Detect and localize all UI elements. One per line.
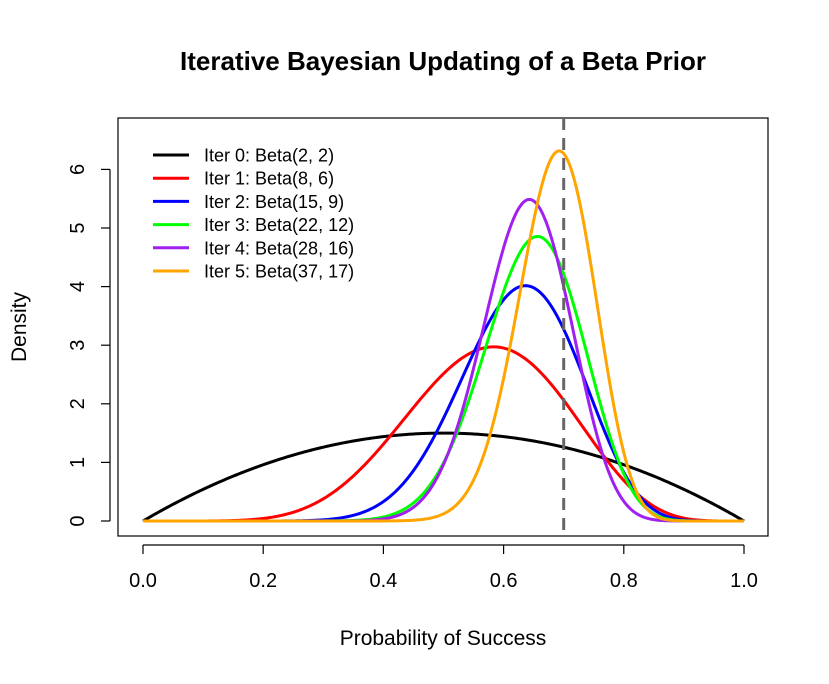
legend-label: Iter 1: Beta(8, 6) [204,169,334,189]
y-tick-label: 3 [67,340,89,351]
legend-label: Iter 5: Beta(37, 17) [204,262,354,282]
legend-label: Iter 2: Beta(15, 9) [204,192,344,212]
legend-label: Iter 3: Beta(22, 12) [204,215,354,235]
x-tick-label: 0.2 [249,570,277,592]
y-tick-label: 1 [67,457,89,468]
x-tick-label: 0.0 [129,570,157,592]
legend-label: Iter 0: Beta(2, 2) [204,146,334,166]
y-tick-label: 4 [67,281,89,292]
series-line-5 [143,149,744,523]
y-tick-label: 6 [67,164,89,175]
y-tick-label: 5 [67,222,89,233]
legend-label: Iter 4: Beta(28, 16) [204,238,354,258]
y-tick-label: 0 [67,515,89,526]
x-tick-label: 0.6 [490,570,518,592]
plot-frame [117,117,769,537]
chart-title: Iterative Bayesian Updating of a Beta Pr… [180,46,706,76]
series-line-2 [143,284,744,523]
legend: Iter 0: Beta(2, 2) Iter 1: Beta(8, 6) Iter… [153,146,354,282]
y-tick-label: 2 [67,398,89,409]
y-axis: 0 1 2 3 4 5 6 [67,164,111,527]
x-tick-label: 0.8 [610,570,638,592]
series-line-0 [142,431,745,523]
series-lines [142,149,745,523]
x-tick-label: 0.4 [369,570,397,592]
y-axis-label: Density [8,291,31,362]
x-axis: 0.0 0.2 0.4 0.6 0.8 1.0 [129,544,758,592]
x-tick-label: 1.0 [730,570,758,592]
x-axis-label: Probability of Success [340,627,547,650]
